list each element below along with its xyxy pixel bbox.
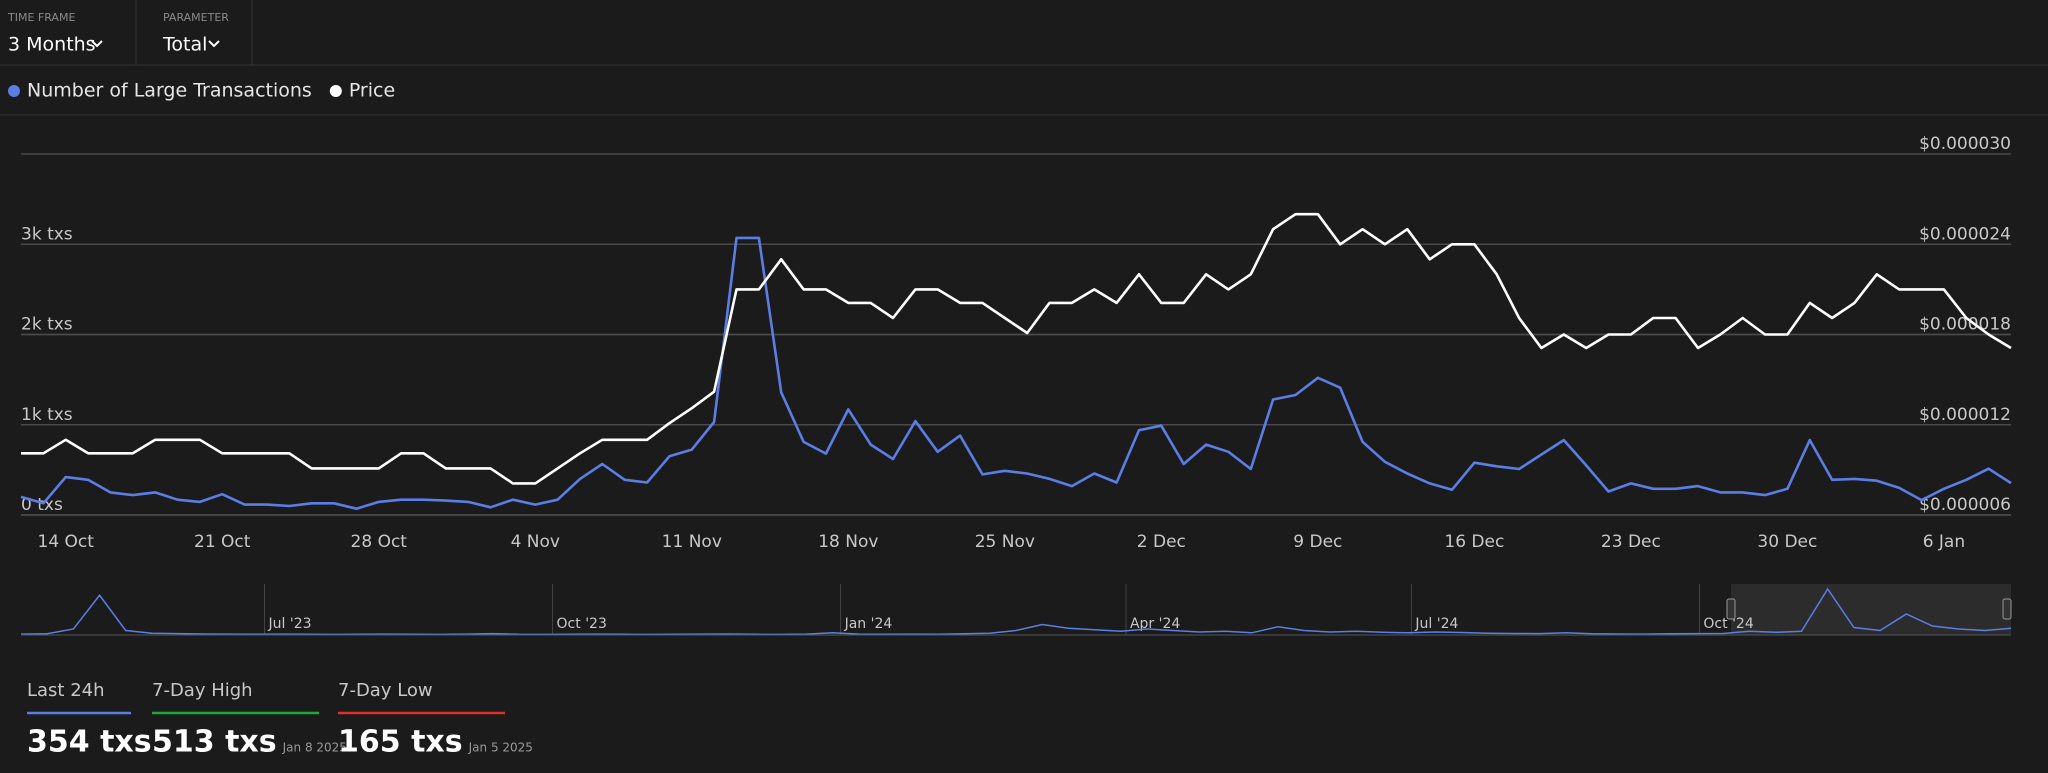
stat-label: 7-Day Low — [338, 680, 433, 701]
control-value[interactable]: Total — [162, 34, 207, 56]
x-tick-label: 14 Oct — [38, 532, 95, 552]
stat-value: 354 txs — [27, 725, 152, 760]
x-tick-label: Jul '24 — [1414, 616, 1458, 632]
x-tick-label: 21 Oct — [194, 532, 251, 552]
x-tick-label: 25 Nov — [975, 532, 1035, 552]
x-tick-label: 2 Dec — [1137, 532, 1186, 552]
y2-tick-label: $0.000006 — [1919, 495, 2011, 515]
x-tick-label: Oct '24 — [1703, 616, 1753, 632]
selected-range[interactable] — [1731, 584, 2011, 635]
legend-dot — [329, 85, 342, 97]
x-tick-label: 30 Dec — [1757, 532, 1817, 552]
y2-tick-label: $0.000030 — [1919, 134, 2011, 154]
x-tick-label: 11 Nov — [662, 532, 722, 552]
legend-label[interactable]: Number of Large Transactions — [27, 80, 312, 102]
series-line — [20, 236, 2012, 510]
y-tick-label: 1k txs — [21, 405, 73, 425]
x-tick-label: 18 Nov — [818, 532, 878, 552]
x-tick-label: Jan '24 — [844, 616, 893, 632]
stat-date: Jan 8 2025 — [282, 741, 347, 755]
x-tick-label: Jul '23 — [268, 616, 312, 632]
range-handle[interactable] — [2002, 598, 2012, 620]
x-tick-label: 9 Dec — [1293, 532, 1342, 552]
x-tick-label: 16 Dec — [1444, 532, 1504, 552]
time-frame-dropdown[interactable]: TIME FRAME 3 Months — [7, 11, 103, 56]
x-tick-label: 4 Nov — [511, 532, 560, 552]
y2-tick-label: $0.000018 — [1919, 315, 2011, 335]
chevron — [208, 40, 220, 48]
stat-value: 165 txs — [338, 725, 463, 760]
parameter-dropdown[interactable]: PARAMETER Total — [162, 11, 229, 56]
range-handle[interactable] — [1726, 598, 1736, 620]
stat-label: Last 24h — [27, 680, 105, 701]
legend-label[interactable]: Price — [349, 80, 395, 102]
stat-value: 513 txs — [152, 725, 277, 760]
x-tick-label: 28 Oct — [351, 532, 408, 552]
series-line — [21, 212, 2012, 485]
chevron — [91, 40, 103, 48]
x-tick-label: 23 Dec — [1601, 532, 1661, 552]
y-tick-label: 2k txs — [21, 315, 73, 335]
x-tick-label: Apr '24 — [1130, 616, 1180, 632]
y2-tick-label: $0.000012 — [1919, 405, 2011, 425]
control-value[interactable]: 3 Months — [8, 34, 96, 56]
x-tick-label: Oct '23 — [557, 616, 607, 632]
x-tick-label: 6 Jan — [1923, 532, 1965, 552]
y-tick-label: 3k txs — [21, 224, 73, 244]
stat-date: Jan 5 2025 — [468, 741, 533, 755]
navigator-line — [20, 587, 2012, 636]
legend-dot — [8, 85, 20, 97]
y2-tick-label: $0.000024 — [1919, 224, 2011, 244]
stat-label: 7-Day High — [152, 680, 253, 701]
control-label: TIME FRAME — [7, 11, 75, 24]
control-label: PARAMETER — [163, 11, 229, 24]
